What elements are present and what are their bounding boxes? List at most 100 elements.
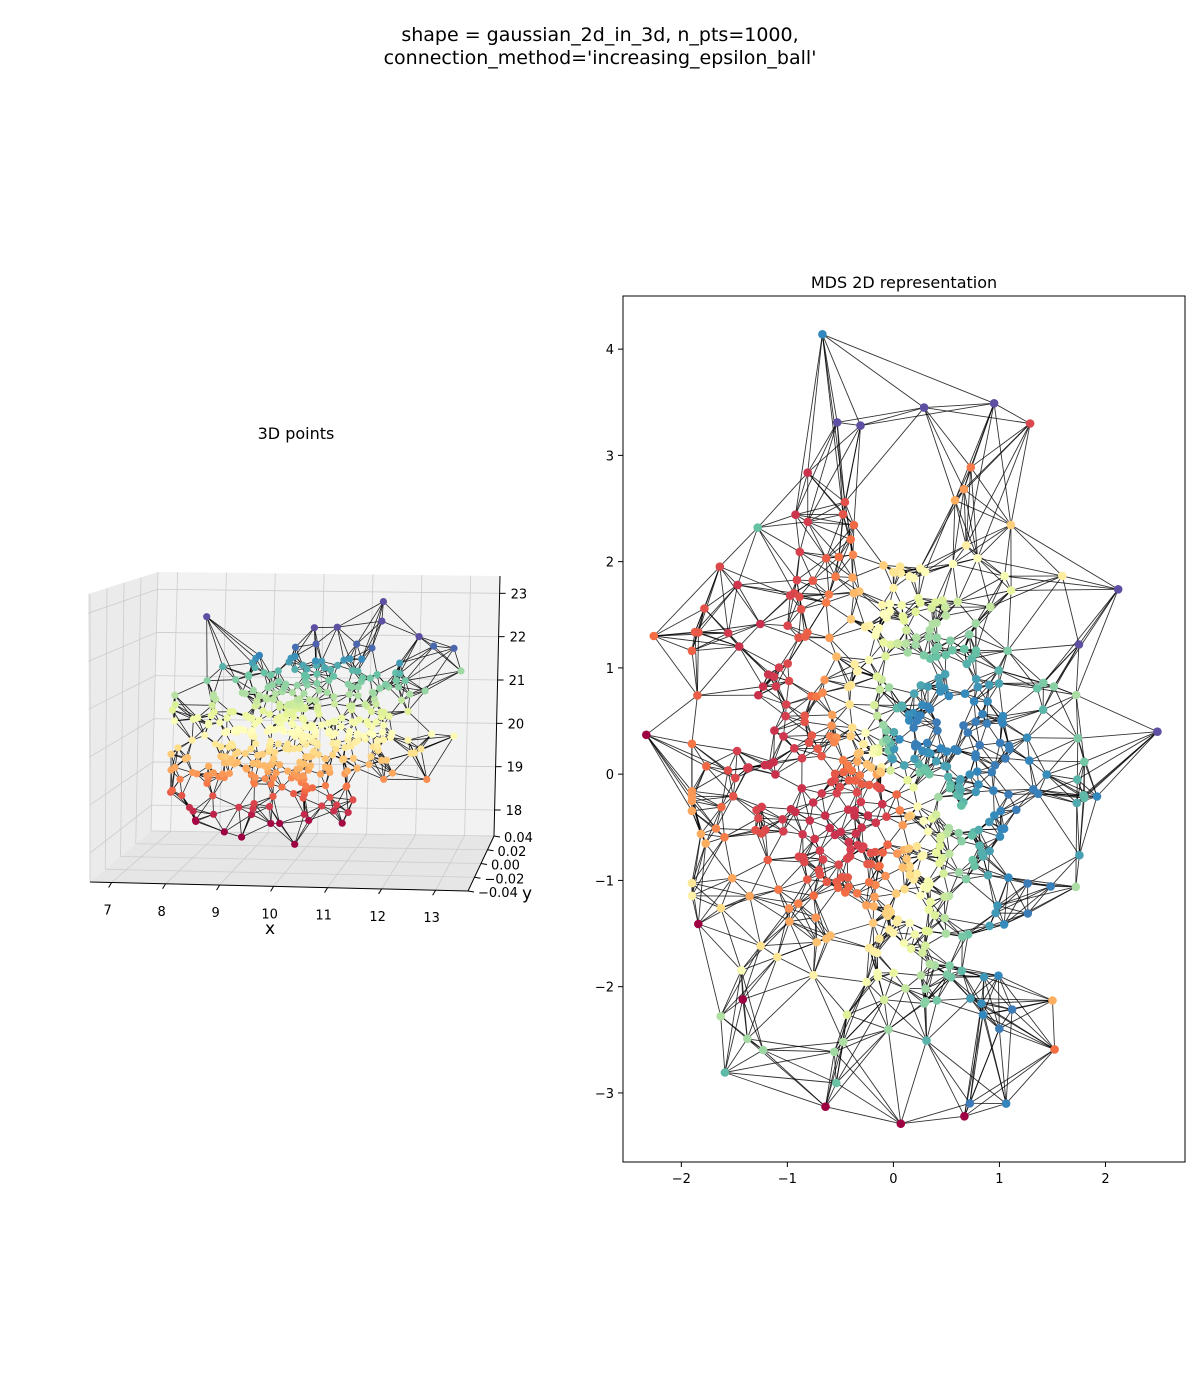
point-2d bbox=[977, 999, 986, 1008]
point-3d bbox=[290, 745, 298, 753]
point-2d bbox=[825, 823, 835, 833]
edge-2d bbox=[645, 734, 693, 792]
edge-2d bbox=[842, 514, 854, 555]
point-2d bbox=[1000, 571, 1009, 581]
edge-2d bbox=[983, 976, 1013, 1010]
edge-2d bbox=[734, 750, 738, 778]
point-2d bbox=[921, 984, 930, 993]
point-2d bbox=[716, 1011, 725, 1021]
point-3d bbox=[401, 677, 409, 685]
point-3d bbox=[344, 808, 352, 817]
point-3d bbox=[255, 691, 263, 700]
edge-2d bbox=[742, 974, 814, 1000]
edge-2d bbox=[787, 595, 791, 626]
edge-2d bbox=[998, 669, 1038, 689]
y-tick-label: 0.02 bbox=[498, 845, 527, 860]
point-3d bbox=[353, 730, 361, 738]
point-2d bbox=[832, 652, 841, 661]
edge-2d bbox=[646, 734, 729, 771]
edge-2d bbox=[963, 489, 967, 546]
edge-2d bbox=[812, 917, 817, 976]
edge-2d bbox=[1043, 589, 1119, 684]
point-3d bbox=[312, 657, 320, 665]
edge-2d bbox=[1003, 886, 1077, 925]
edge-2d bbox=[807, 501, 846, 523]
edge-2d bbox=[961, 934, 969, 971]
edge-2d bbox=[1001, 709, 1044, 721]
point-2d bbox=[875, 934, 884, 943]
x-tick-mark bbox=[324, 887, 329, 893]
point-2d bbox=[743, 1034, 752, 1044]
edge-2d bbox=[923, 407, 972, 468]
edge-2d bbox=[1052, 1000, 1056, 1050]
point-3d bbox=[382, 680, 390, 689]
edge-2d bbox=[971, 650, 1008, 660]
edge-2d bbox=[732, 795, 757, 811]
point-3d bbox=[278, 783, 286, 791]
point-3d bbox=[330, 672, 338, 680]
edge-2d bbox=[993, 788, 1034, 792]
point-2d bbox=[990, 760, 1000, 770]
point-3d bbox=[379, 598, 387, 606]
point-2d bbox=[909, 723, 918, 732]
edge-3d bbox=[175, 704, 199, 719]
edge-2d bbox=[724, 1072, 826, 1108]
edge-2d bbox=[728, 623, 761, 634]
edge-3d bbox=[371, 601, 384, 649]
edge-2d bbox=[965, 423, 1031, 546]
edge-2d bbox=[1007, 590, 1012, 651]
edge-3d bbox=[293, 793, 305, 815]
point-3d bbox=[358, 655, 366, 663]
edge-2d bbox=[926, 1040, 965, 1117]
point-3d bbox=[241, 749, 249, 758]
edge-2d bbox=[801, 788, 811, 821]
edge-2d bbox=[975, 575, 1005, 624]
edge-2d bbox=[904, 988, 927, 1041]
edge-2d bbox=[747, 1038, 835, 1053]
edge-2d bbox=[977, 524, 1012, 559]
edge-2d bbox=[923, 407, 965, 490]
point-3d bbox=[380, 708, 388, 716]
edge-2d bbox=[742, 945, 762, 1000]
edge-2d bbox=[975, 623, 1008, 652]
edge-2d bbox=[1075, 802, 1078, 887]
edge-2d bbox=[1026, 737, 1048, 775]
point-3d bbox=[271, 748, 279, 756]
edge-2d bbox=[696, 632, 699, 696]
point-3d bbox=[255, 651, 263, 660]
edge-2d bbox=[1027, 886, 1052, 914]
edge-2d bbox=[987, 875, 998, 906]
point-3d bbox=[168, 786, 176, 794]
point-3d bbox=[398, 696, 406, 704]
point-3d bbox=[171, 691, 179, 699]
edge-3d bbox=[174, 694, 199, 718]
edge-2d bbox=[760, 623, 799, 639]
edge-3d bbox=[213, 806, 239, 815]
edge-2d bbox=[835, 539, 852, 577]
point-3d bbox=[313, 670, 321, 678]
edge-2d bbox=[977, 557, 1012, 591]
edge-2d bbox=[1078, 795, 1085, 856]
x-gridline-back bbox=[317, 573, 325, 834]
point-2d bbox=[794, 899, 803, 908]
edge-2d bbox=[836, 1082, 902, 1125]
edge-3d bbox=[361, 601, 384, 660]
point-3d bbox=[223, 727, 231, 735]
edge-3d bbox=[238, 807, 242, 838]
edge-3d bbox=[206, 616, 253, 664]
edge-2d bbox=[785, 695, 812, 717]
point-2d bbox=[774, 885, 783, 894]
point-3d bbox=[320, 664, 329, 672]
point-3d bbox=[329, 751, 337, 759]
edge-2d bbox=[981, 1003, 1007, 1104]
edge-2d bbox=[1076, 738, 1079, 780]
edge-2d bbox=[813, 895, 831, 936]
edge-2d bbox=[964, 1049, 1055, 1117]
point-3d bbox=[394, 683, 403, 691]
edge-2d bbox=[1053, 686, 1079, 739]
point-3d bbox=[406, 690, 414, 698]
point-2d bbox=[916, 681, 926, 690]
edge-2d bbox=[653, 635, 740, 648]
edge-2d bbox=[852, 564, 884, 579]
point-2d bbox=[1080, 757, 1089, 767]
